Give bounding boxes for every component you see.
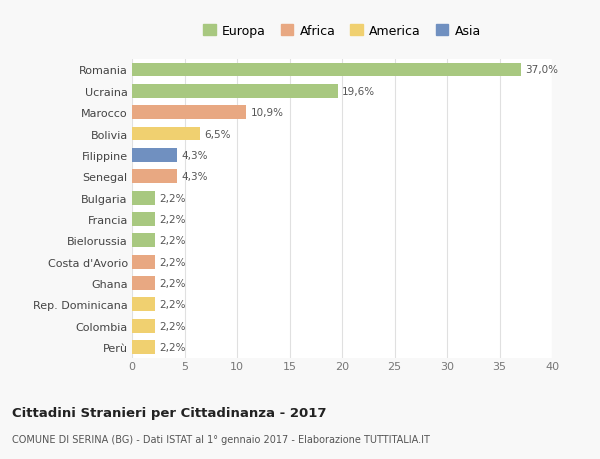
Text: COMUNE DI SERINA (BG) - Dati ISTAT al 1° gennaio 2017 - Elaborazione TUTTITALIA.: COMUNE DI SERINA (BG) - Dati ISTAT al 1°… <box>12 434 430 444</box>
Text: 2,2%: 2,2% <box>160 300 186 310</box>
Bar <box>132 149 177 162</box>
Text: 2,2%: 2,2% <box>160 193 186 203</box>
Text: 2,2%: 2,2% <box>160 279 186 288</box>
Text: 2,2%: 2,2% <box>160 214 186 224</box>
Text: 2,2%: 2,2% <box>160 321 186 331</box>
Text: 2,2%: 2,2% <box>160 236 186 246</box>
Text: 6,5%: 6,5% <box>205 129 231 139</box>
Bar <box>132 127 200 141</box>
Bar <box>132 255 155 269</box>
Text: 10,9%: 10,9% <box>251 108 284 118</box>
Bar <box>132 319 155 333</box>
Legend: Europa, Africa, America, Asia: Europa, Africa, America, Asia <box>199 21 485 41</box>
Text: 4,3%: 4,3% <box>181 151 208 161</box>
Bar <box>132 106 247 120</box>
Bar <box>132 213 155 226</box>
Bar <box>132 191 155 205</box>
Text: 4,3%: 4,3% <box>181 172 208 182</box>
Text: 19,6%: 19,6% <box>342 87 375 97</box>
Text: Cittadini Stranieri per Cittadinanza - 2017: Cittadini Stranieri per Cittadinanza - 2… <box>12 406 326 419</box>
Bar <box>132 341 155 354</box>
Text: 2,2%: 2,2% <box>160 342 186 353</box>
Bar <box>132 85 338 99</box>
Bar <box>132 298 155 312</box>
Bar <box>132 276 155 291</box>
Bar <box>132 170 177 184</box>
Bar <box>132 234 155 248</box>
Text: 2,2%: 2,2% <box>160 257 186 267</box>
Text: 37,0%: 37,0% <box>525 65 558 75</box>
Bar <box>132 63 521 77</box>
